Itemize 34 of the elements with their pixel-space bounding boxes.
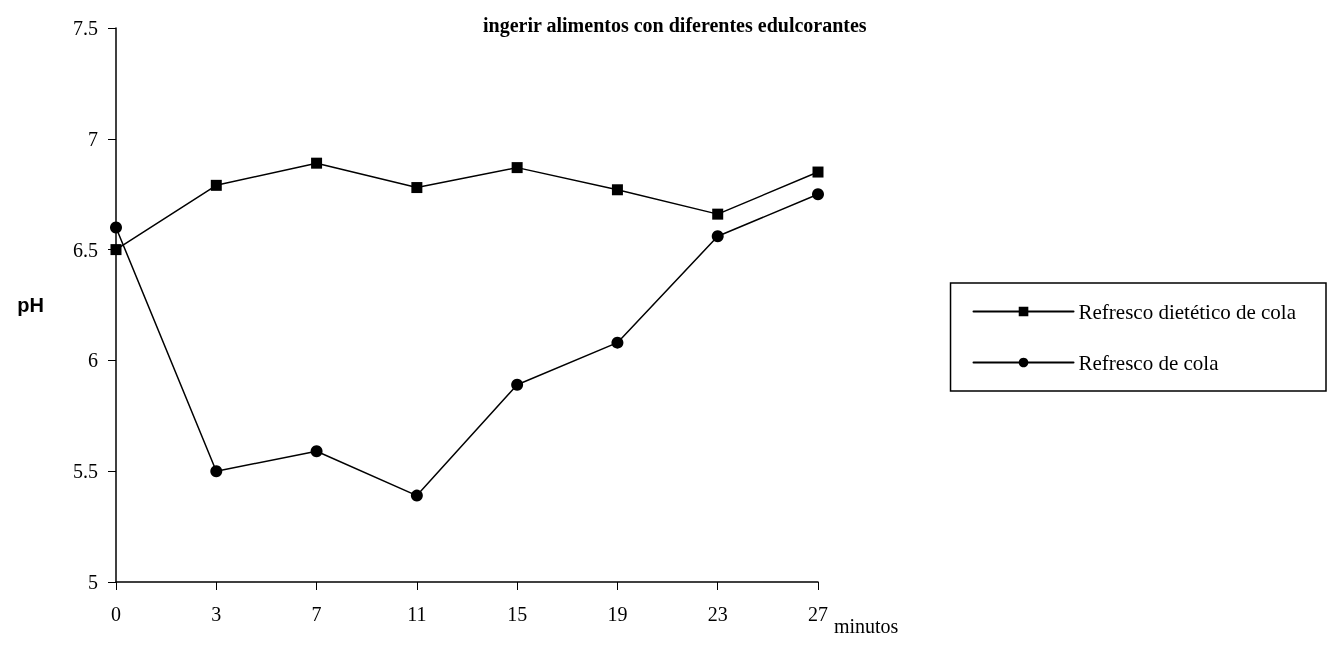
point	[611, 184, 623, 196]
point	[812, 188, 824, 201]
x-axis-title: minutos	[833, 615, 899, 637]
y-tick-label: 7	[88, 127, 98, 150]
point	[410, 489, 423, 502]
y-axis-title: pH	[17, 294, 44, 316]
x-tick-label: 0	[111, 603, 121, 625]
point	[812, 166, 824, 178]
point	[511, 162, 523, 174]
legend-label: Refresco dietético de cola	[1078, 299, 1297, 324]
point	[411, 182, 423, 194]
point	[110, 221, 122, 234]
y-tick-label: 5	[88, 571, 98, 593]
x-tick-label: 19	[607, 603, 628, 625]
y-tick-label: 6.5	[73, 238, 98, 261]
y-tick-label: 6	[88, 349, 98, 372]
y-tick-label: 7.5	[73, 17, 98, 39]
y-tick-label: 5.5	[73, 460, 98, 483]
point	[712, 208, 724, 220]
x-tick-label: 23	[707, 603, 728, 625]
x-tick-label: 15	[507, 603, 528, 625]
point	[311, 157, 323, 169]
legend-label: Refresco de cola	[1078, 350, 1220, 375]
chart-title: ingerir alimentos con diferentes edulcorantes	[483, 14, 867, 37]
x-tick-label: 7	[311, 603, 322, 625]
x-tick-label: 27	[808, 603, 828, 625]
point	[711, 230, 724, 243]
point	[210, 179, 222, 191]
point	[210, 465, 223, 478]
x-tick-label: 11	[407, 603, 427, 625]
point	[310, 445, 323, 458]
point	[511, 378, 524, 391]
x-tick-label: 3	[211, 603, 222, 625]
point	[611, 336, 624, 349]
